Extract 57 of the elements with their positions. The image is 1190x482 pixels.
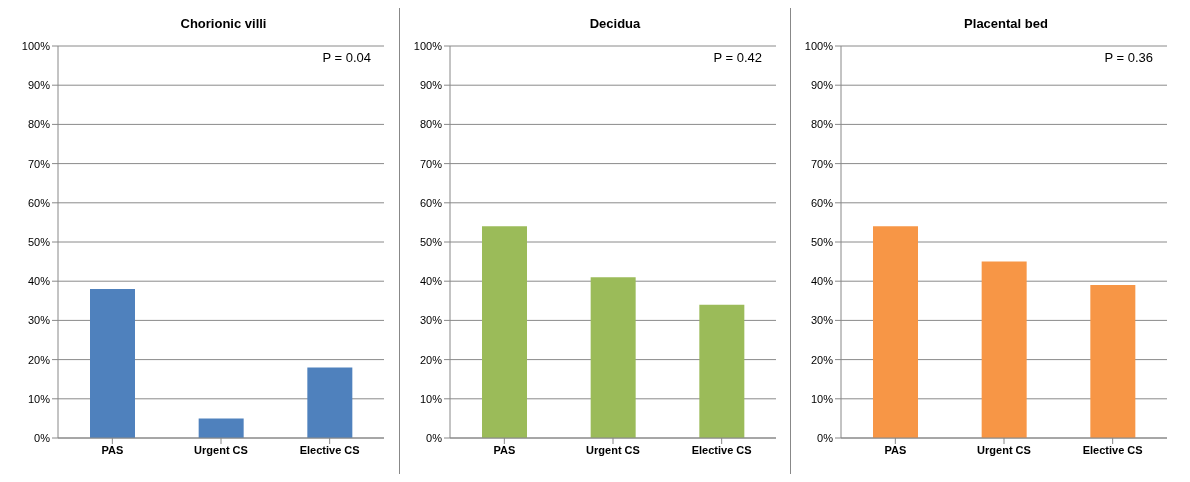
y-tick-label: 50%: [419, 235, 443, 248]
y-tick-label: 60%: [27, 196, 51, 209]
bar: [873, 226, 918, 438]
annotation: P = 0.04: [322, 50, 371, 65]
y-tick-label: 0%: [34, 431, 51, 444]
y-tick-label: 100%: [413, 39, 443, 52]
y-tick-label: 100%: [21, 39, 51, 52]
bar: [198, 418, 244, 438]
chart-title: Placental bed: [963, 16, 1049, 31]
y-tick-label: 30%: [810, 314, 834, 327]
bar: [307, 367, 353, 438]
bar: [981, 261, 1027, 438]
y-tick-label: 70%: [419, 157, 443, 170]
chart-title: Decidua: [588, 16, 642, 31]
y-tick-label: 70%: [810, 157, 834, 170]
x-tick-label: PAS: [493, 443, 516, 456]
y-tick-label: 80%: [27, 118, 51, 131]
y-tick-label: 0%: [817, 431, 834, 444]
y-tick-label: 10%: [810, 392, 834, 405]
y-tick-label: 90%: [27, 79, 51, 92]
bar: [90, 289, 135, 438]
annotation: P = 0.36: [1104, 50, 1153, 65]
bar: [699, 304, 745, 438]
y-tick-label: 70%: [27, 157, 51, 170]
x-tick-label: Elective CS: [691, 443, 752, 456]
y-tick-label: 80%: [419, 118, 443, 131]
y-tick-label: 30%: [419, 314, 443, 327]
y-tick-label: 20%: [419, 353, 443, 366]
y-tick-label: 30%: [27, 314, 51, 327]
y-tick-label: 50%: [810, 235, 834, 248]
y-tick-label: 60%: [419, 196, 443, 209]
y-tick-label: 20%: [27, 353, 51, 366]
y-tick-label: 100%: [804, 39, 834, 52]
y-tick-label: 20%: [810, 353, 834, 366]
y-tick-label: 0%: [426, 431, 443, 444]
y-tick-label: 40%: [419, 275, 443, 288]
y-tick-label: 90%: [419, 79, 443, 92]
x-tick-label: Elective CS: [299, 443, 360, 456]
bar: [590, 277, 636, 438]
bar: [482, 226, 527, 438]
annotation: P = 0.42: [713, 50, 762, 65]
y-tick-label: 90%: [810, 79, 834, 92]
x-tick-label: Elective CS: [1082, 443, 1143, 456]
x-tick-label: PAS: [101, 443, 124, 456]
y-tick-label: 50%: [27, 235, 51, 248]
y-tick-label: 60%: [810, 196, 834, 209]
y-tick-label: 80%: [810, 118, 834, 131]
y-tick-label: 10%: [27, 392, 51, 405]
x-tick-label: Urgent CS: [586, 443, 640, 456]
y-tick-label: 40%: [810, 275, 834, 288]
x-tick-label: Urgent CS: [977, 443, 1031, 456]
y-tick-label: 40%: [27, 275, 51, 288]
x-tick-label: PAS: [884, 443, 907, 456]
bar: [1090, 285, 1136, 438]
y-tick-label: 10%: [419, 392, 443, 405]
chart-title: Chorionic villi: [179, 16, 268, 31]
x-tick-label: Urgent CS: [194, 443, 248, 456]
